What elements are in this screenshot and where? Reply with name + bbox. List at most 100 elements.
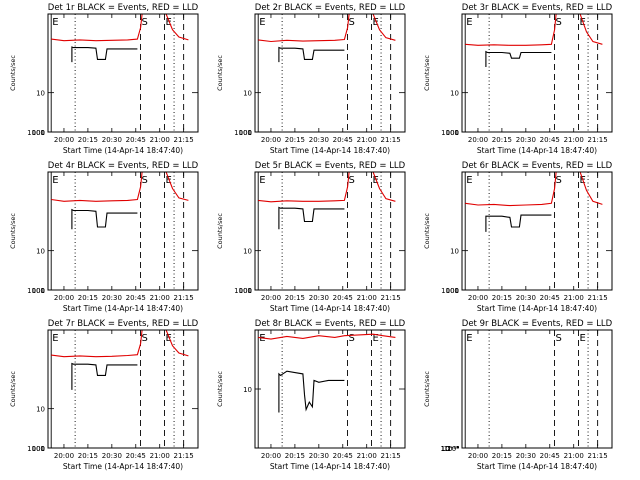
y-tick-label: 10⁻¹ xyxy=(444,445,460,453)
x-tick-label: 20:00 xyxy=(54,136,74,144)
x-tick-label: 21:15 xyxy=(381,294,401,302)
x-tick-label: 21:00 xyxy=(150,136,170,144)
series-line-events xyxy=(71,362,138,390)
chart-panel-3: Det 3r BLACK = Events, RED = LLD Counts/s… xyxy=(423,3,613,155)
x-tick-label: 20:15 xyxy=(78,136,98,144)
y-tick-label: 100 xyxy=(446,287,459,295)
x-tick-label: 21:15 xyxy=(588,294,608,302)
chart-title: Det 5r BLACK = Events, RED = LLD xyxy=(255,161,406,171)
x-tick-label: 20:45 xyxy=(126,294,146,302)
y-tick-label: 10⁻¹¹ xyxy=(441,445,459,453)
marker-label: E xyxy=(52,333,58,344)
x-axis-label: Start Time (14-Apr-14 18:47:40) xyxy=(477,462,597,471)
plot-frame xyxy=(254,171,406,291)
marker-label: E xyxy=(372,175,378,186)
y-tick-label: 1 xyxy=(455,129,459,137)
series-line-lld xyxy=(258,13,396,43)
y-tick-label: 10⁻¹⁸ xyxy=(441,445,459,453)
y-tick-label: 10⁻¹⁵ xyxy=(441,445,459,453)
x-tick-label: 21:00 xyxy=(150,452,170,460)
y-axis-label: Counts/sec xyxy=(216,213,224,249)
marker-label: S xyxy=(556,333,562,344)
marker-label: E xyxy=(52,17,58,28)
y-tick-label: 1 xyxy=(248,287,252,295)
x-tick-label: 21:00 xyxy=(357,136,377,144)
x-tick-label: 20:00 xyxy=(54,294,74,302)
marker-label: S xyxy=(349,333,355,344)
y-tick-label: 10 xyxy=(36,406,45,414)
x-tick-label: 20:00 xyxy=(468,452,488,460)
x-tick-label: 20:30 xyxy=(309,136,329,144)
y-tick-label: 10 xyxy=(450,248,459,256)
chart-panel-4: Det 4r BLACK = Events, RED = LLD Counts/s… xyxy=(9,161,199,313)
series-line-events xyxy=(485,214,552,232)
series-line-lld xyxy=(465,13,603,46)
marker-label: E xyxy=(466,17,472,28)
y-axis-label: Counts/sec xyxy=(423,213,431,249)
y-tick-label: 10⁻¹³ xyxy=(441,445,459,453)
series-line-events xyxy=(71,46,138,63)
x-tick-label: 20:30 xyxy=(309,452,329,460)
chart-panel-9: Det 9r BLACK = Events, RED = LLD Counts/s… xyxy=(423,319,613,471)
y-tick-label: 100 xyxy=(32,287,45,295)
y-tick-label: 10⁰ xyxy=(447,445,459,453)
y-tick-label: 1000 xyxy=(27,445,45,453)
plot-frame xyxy=(254,329,406,449)
chart-panel-2: Det 2r BLACK = Events, RED = LLD Counts/s… xyxy=(216,3,406,155)
x-tick-label: 20:45 xyxy=(333,136,353,144)
marker-label: S xyxy=(556,17,562,28)
y-tick-label: 10 xyxy=(36,90,45,98)
x-tick-label: 20:45 xyxy=(540,452,560,460)
y-tick-label: 1000 xyxy=(441,287,459,295)
y-tick-label: 100 xyxy=(32,129,45,137)
series-line-lld xyxy=(51,13,189,42)
marker-label: E xyxy=(466,175,472,186)
marker-label: E xyxy=(52,175,58,186)
y-tick-label: 1 xyxy=(248,129,252,137)
x-tick-label: 20:00 xyxy=(468,294,488,302)
x-tick-label: 20:15 xyxy=(285,452,305,460)
x-axis-label: Start Time (14-Apr-14 18:47:40) xyxy=(270,146,390,155)
x-tick-label: 20:00 xyxy=(54,452,74,460)
plot-frame xyxy=(461,329,613,449)
series-line-lld xyxy=(258,171,396,203)
plot-frame xyxy=(47,329,199,449)
chart-title: Det 6r BLACK = Events, RED = LLD xyxy=(462,161,613,171)
x-tick-label: 20:15 xyxy=(492,294,512,302)
marker-label: E xyxy=(372,17,378,28)
x-tick-label: 20:00 xyxy=(261,136,281,144)
x-tick-label: 21:15 xyxy=(588,136,608,144)
marker-label: S xyxy=(349,175,355,186)
chart-panel-7: Det 7r BLACK = Events, RED = LLD Counts/s… xyxy=(9,319,199,471)
series-line-events xyxy=(71,208,138,230)
x-tick-label: 21:00 xyxy=(150,294,170,302)
x-axis-label: Start Time (14-Apr-14 18:47:40) xyxy=(63,304,183,313)
marker-label: S xyxy=(349,17,355,28)
y-tick-label: 1000 xyxy=(234,287,252,295)
y-tick-label: 10⁻¹⁴ xyxy=(441,445,459,453)
x-tick-label: 21:15 xyxy=(381,452,401,460)
marker-label: E xyxy=(165,17,171,28)
x-tick-label: 21:00 xyxy=(564,294,584,302)
chart-title: Det 7r BLACK = Events, RED = LLD xyxy=(48,319,199,329)
x-tick-label: 21:00 xyxy=(357,294,377,302)
x-tick-label: 20:15 xyxy=(492,452,512,460)
marker-label: E xyxy=(466,333,472,344)
y-tick-label: 1 xyxy=(41,445,45,453)
x-tick-label: 20:00 xyxy=(261,452,281,460)
y-axis-label: Counts/sec xyxy=(216,371,224,407)
plot-frame xyxy=(461,13,613,133)
x-tick-label: 21:00 xyxy=(564,452,584,460)
series-line-lld xyxy=(465,171,603,207)
y-tick-label: 10⁻¹⁹ xyxy=(441,445,459,453)
x-axis-label: Start Time (14-Apr-14 18:47:40) xyxy=(270,462,390,471)
y-axis-label: Counts/sec xyxy=(423,55,431,91)
x-tick-label: 20:30 xyxy=(516,294,536,302)
y-tick-label: 10⁻¹⁶ xyxy=(441,445,459,453)
x-tick-label: 21:15 xyxy=(174,294,194,302)
y-tick-label: 100 xyxy=(32,445,45,453)
x-tick-label: 21:15 xyxy=(588,452,608,460)
y-axis-label: Counts/sec xyxy=(423,371,431,407)
plot-frame xyxy=(461,171,613,291)
y-axis-label: Counts/sec xyxy=(9,213,17,249)
